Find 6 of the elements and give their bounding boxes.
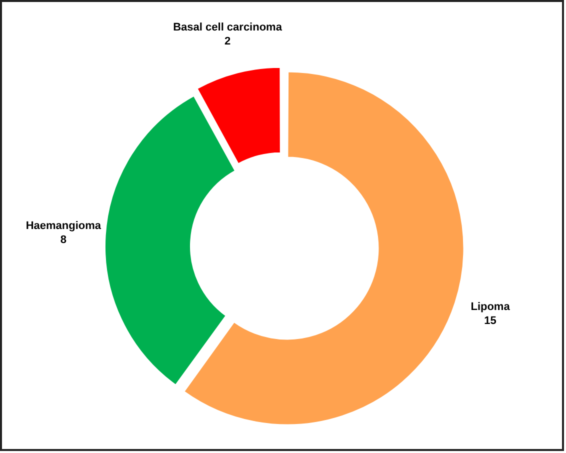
data-label: 2 [224, 35, 231, 48]
slice-label: Lipoma [470, 301, 511, 314]
slice-label: Basal cell carcinoma [173, 21, 283, 34]
slice-label: Haemangioma [26, 220, 102, 232]
data-label: 15 [484, 315, 496, 328]
data-label: 8 [60, 234, 66, 246]
